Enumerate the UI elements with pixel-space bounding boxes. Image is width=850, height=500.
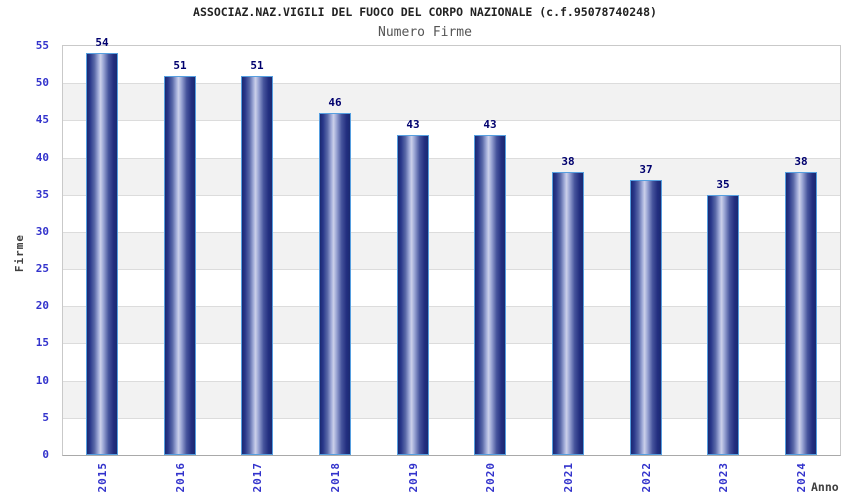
bar-2019[interactable] xyxy=(397,135,429,455)
bar-2020[interactable] xyxy=(474,135,506,455)
gridline xyxy=(63,83,840,84)
y-tick-label: 45 xyxy=(35,113,49,127)
gridline xyxy=(63,418,840,419)
bar-2018[interactable] xyxy=(319,113,351,455)
bar-2016[interactable] xyxy=(164,76,196,455)
y-tick-label: 50 xyxy=(35,76,49,90)
bar-value-label: 43 xyxy=(483,118,497,131)
bar-value-label: 38 xyxy=(561,155,575,168)
y-tick-label: 55 xyxy=(35,39,49,52)
x-tick-label-2022: 2022 xyxy=(639,462,653,493)
y-axis-title: Firme xyxy=(13,234,26,276)
plot-area: 54 51 51 46 43 43 38 37 35 38 xyxy=(62,36,841,456)
bar-2017[interactable] xyxy=(241,76,273,455)
y-tick-label: 15 xyxy=(35,336,49,350)
gridline xyxy=(63,306,840,307)
bar-value-label: 54 xyxy=(95,36,109,49)
y-axis: 0 5 10 15 20 25 30 35 40 45 50 55 xyxy=(0,40,55,461)
y-tick-label: 40 xyxy=(35,150,49,164)
gridline xyxy=(63,158,840,159)
bar-value-label: 37 xyxy=(639,163,653,176)
bar-value-label: 38 xyxy=(794,155,808,168)
y-tick-label: 30 xyxy=(35,224,49,238)
bar-value-label: 46 xyxy=(328,96,342,109)
chart-title: ASSOCIAZ.NAZ.VIGILI DEL FUOCO DEL CORPO … xyxy=(193,5,657,19)
bar-2022[interactable] xyxy=(630,180,662,455)
x-tick-label-2019: 2019 xyxy=(406,462,420,493)
x-tick-label-2016: 2016 xyxy=(173,462,187,493)
bar-2024[interactable] xyxy=(785,172,817,455)
y-tick-label: 25 xyxy=(35,262,49,276)
x-axis: 2015 2016 2017 2018 2019 2020 2021 2022 2023 2024 xyxy=(0,461,850,500)
bar-2023[interactable] xyxy=(707,195,739,455)
x-tick-label-2018: 2018 xyxy=(328,462,342,493)
bar-2015[interactable] xyxy=(86,53,118,455)
chart-subtitle: Numero Firme xyxy=(378,25,472,40)
gridline xyxy=(63,120,840,121)
gridline xyxy=(63,343,840,344)
gridline xyxy=(63,269,840,270)
bar-value-label: 51 xyxy=(250,59,264,72)
gridline xyxy=(63,195,840,196)
bar-2021[interactable] xyxy=(552,172,584,455)
x-tick-label-2017: 2017 xyxy=(250,462,264,493)
bar-value-label: 43 xyxy=(406,118,420,131)
bar-value-label: 35 xyxy=(716,178,730,191)
y-axis-title-text: Firme xyxy=(13,234,26,273)
y-tick-label: 5 xyxy=(42,410,49,424)
x-tick-label-2021: 2021 xyxy=(561,462,575,493)
y-tick-label: 20 xyxy=(35,299,49,313)
x-axis-title: Anno xyxy=(811,480,839,494)
gridline xyxy=(63,381,840,382)
y-tick-label: 0 xyxy=(42,448,49,461)
x-tick-label-2023: 2023 xyxy=(716,462,730,493)
gridline xyxy=(63,232,840,233)
y-tick-label: 35 xyxy=(35,187,49,201)
bar-value-label: 51 xyxy=(173,59,187,72)
x-tick-label-2024: 2024 xyxy=(794,462,808,493)
x-tick-label-2020: 2020 xyxy=(483,462,497,493)
y-tick-label: 10 xyxy=(35,373,49,387)
x-tick-label-2015: 2015 xyxy=(95,462,109,493)
